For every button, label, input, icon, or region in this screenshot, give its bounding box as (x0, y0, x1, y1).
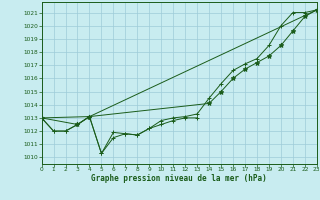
X-axis label: Graphe pression niveau de la mer (hPa): Graphe pression niveau de la mer (hPa) (91, 174, 267, 183)
